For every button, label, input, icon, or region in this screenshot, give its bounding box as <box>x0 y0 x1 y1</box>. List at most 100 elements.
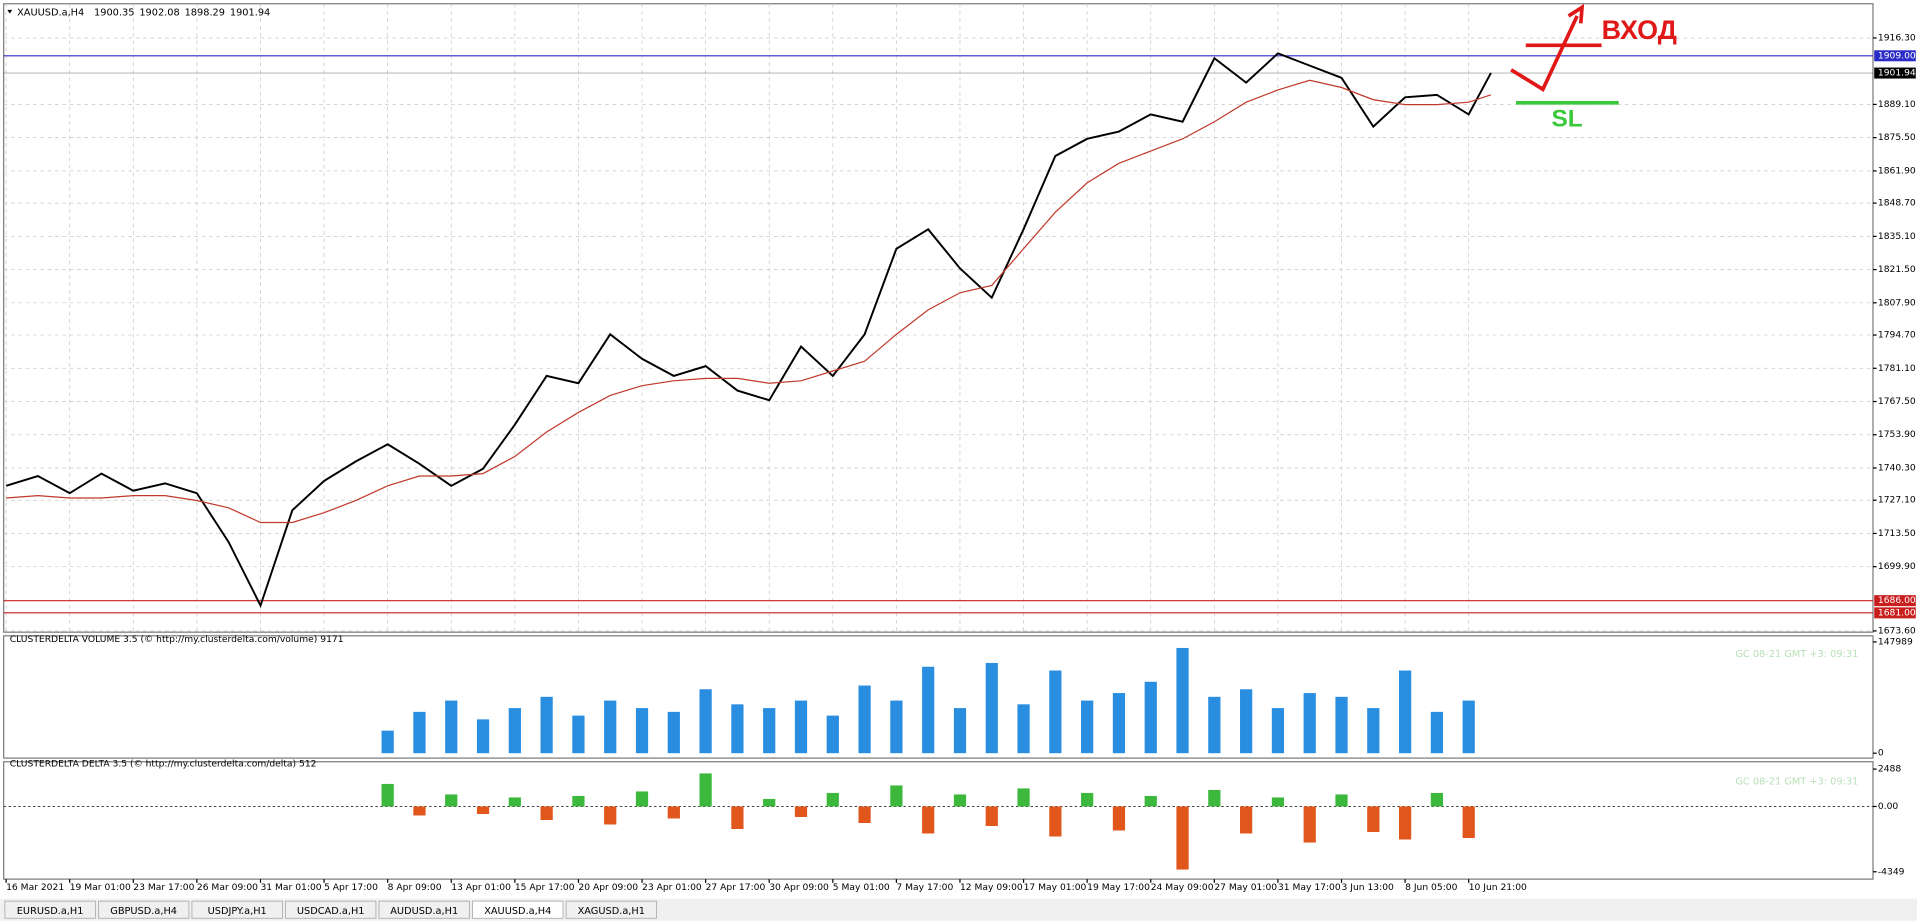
y-tick-label: 1699.90 <box>1878 561 1916 572</box>
bar <box>1335 794 1348 807</box>
indicator-title: CLUSTERDELTA DELTA 3.5 (© http://my.clus… <box>10 759 317 770</box>
tab-box <box>378 900 470 919</box>
tab-box <box>4 900 96 919</box>
y-tick-label: 1889.10 <box>1878 99 1916 110</box>
tab-label[interactable]: GBPUSD.a,H4 <box>110 906 177 917</box>
ohlc: 1900.35 1902.08 1898.29 1901.94 <box>94 7 270 18</box>
tab[interactable]: USDJPY.a,H1 <box>191 900 283 919</box>
bar <box>794 700 808 754</box>
x-tick-label: 3 Jun 13:00 <box>1342 882 1395 893</box>
price-panel <box>3 3 1874 633</box>
bar <box>1049 806 1062 837</box>
bar <box>1367 708 1380 754</box>
tabs: EURUSD.a,H1 GBPUSD.a,H4 USDJPY.a,H1 USDCAD.… <box>4 900 657 919</box>
bar <box>572 715 585 754</box>
x-tick-label: 5 May 01:00 <box>833 882 890 893</box>
bar <box>445 700 458 754</box>
bar <box>540 806 553 820</box>
bar <box>794 806 808 817</box>
bar <box>858 685 871 754</box>
bar <box>1144 681 1157 754</box>
tab[interactable]: XAUUSD.a,H4 <box>472 900 564 919</box>
tab-box <box>191 900 283 919</box>
ohlc-value: 1900.35 <box>94 7 134 18</box>
y-tick-label: 1875.50 <box>1878 132 1916 143</box>
x-tick-label: 5 Apr 17:00 <box>324 882 378 893</box>
level-box <box>1874 67 1916 79</box>
bar <box>1303 806 1316 843</box>
tab[interactable]: EURUSD.a,H1 <box>4 900 96 919</box>
bar <box>1081 700 1094 754</box>
bar <box>1049 670 1062 754</box>
tab-label[interactable]: EURUSD.a,H1 <box>17 906 84 917</box>
tab-label[interactable]: XAGUSD.a,H1 <box>578 906 645 917</box>
bar <box>667 806 680 819</box>
tab-label[interactable]: AUDUSD.a,H1 <box>390 906 458 917</box>
ohlc-value: 1901.94 <box>230 7 270 18</box>
x-tick-label: 13 Apr 01:00 <box>451 882 511 893</box>
bar <box>381 730 394 754</box>
tab-box <box>565 900 657 919</box>
bar <box>1144 795 1157 807</box>
x-tick-label: 17 May 01:00 <box>1024 882 1087 893</box>
watermark: GC 08-21 GMT +3: 09:31 <box>1735 649 1858 660</box>
ohlc-value: 1898.29 <box>185 7 225 18</box>
y-tick-label: 1861.90 <box>1878 165 1916 176</box>
bar <box>699 689 712 754</box>
y-tick-label: 1821.50 <box>1878 264 1916 275</box>
y-tick-label: 2488 <box>1878 764 1901 775</box>
tab-label[interactable]: USDCAD.a,H1 <box>297 906 365 917</box>
bar <box>1271 797 1285 807</box>
x-tick-label: 24 May 09:00 <box>1151 882 1214 893</box>
x-tick-label: 30 Apr 09:00 <box>769 882 829 893</box>
bar <box>763 708 776 754</box>
tab-label[interactable]: USDJPY.a,H1 <box>208 906 267 917</box>
bar <box>985 662 998 754</box>
level-box <box>1874 50 1916 62</box>
tab[interactable]: XAGUSD.a,H1 <box>565 900 657 919</box>
bar <box>1462 700 1475 754</box>
bar <box>1208 696 1221 754</box>
x-tick-label: 23 Mar 17:00 <box>133 882 194 893</box>
bar <box>1240 806 1253 834</box>
bar <box>1240 689 1253 754</box>
y-tick-label: 1835.10 <box>1878 231 1916 242</box>
bar <box>445 794 458 807</box>
level-label: 1686.00 <box>1878 595 1916 606</box>
entry-arrow <box>1510 15 1579 92</box>
y-tick-label: 0.00 <box>1878 801 1899 812</box>
y-tick-label: 1767.50 <box>1878 396 1916 407</box>
y-tick-label: 1753.90 <box>1878 429 1916 440</box>
symbol-info: XAUUSD.a,H4 1900.35 1902.08 1898.29 1901.94 <box>17 7 270 18</box>
tab-label[interactable]: XAUUSD.a,H4 <box>484 906 551 917</box>
y-tick-label: 1673.60 <box>1878 625 1916 636</box>
tab-box <box>472 900 564 919</box>
bar <box>635 791 649 807</box>
tab[interactable]: GBPUSD.a,H4 <box>98 900 190 919</box>
bar <box>1335 696 1348 754</box>
bar <box>1462 806 1475 839</box>
bar <box>1303 693 1316 754</box>
tab[interactable]: USDCAD.a,H1 <box>285 900 377 919</box>
bar <box>604 700 617 754</box>
tab[interactable]: AUDUSD.a,H1 <box>378 900 470 919</box>
x-tick-label: 10 Jun 21:00 <box>1469 882 1527 893</box>
x-tick-label: 19 Mar 01:00 <box>70 882 131 893</box>
indicator-title: CLUSTERDELTA VOLUME 3.5 (© http://my.clu… <box>10 634 344 645</box>
bar <box>731 704 744 754</box>
x-tick-label: 23 Apr 01:00 <box>642 882 702 893</box>
bar <box>763 798 776 807</box>
x-tick-label: 12 May 09:00 <box>960 882 1023 893</box>
y-tick-label: 1848.70 <box>1878 198 1916 209</box>
x-tick-label: 15 Apr 17:00 <box>515 882 575 893</box>
y-tick-label: -4349 <box>1878 866 1905 877</box>
x-tick-label: 26 Mar 09:00 <box>197 882 258 893</box>
bar <box>890 785 903 807</box>
x-tick-label: 8 Apr 09:00 <box>388 882 442 893</box>
bar <box>826 715 839 754</box>
bar <box>1398 670 1412 754</box>
stop-label: SL <box>1551 105 1582 132</box>
bar <box>635 708 649 754</box>
x-tick-label: 20 Apr 09:00 <box>578 882 638 893</box>
